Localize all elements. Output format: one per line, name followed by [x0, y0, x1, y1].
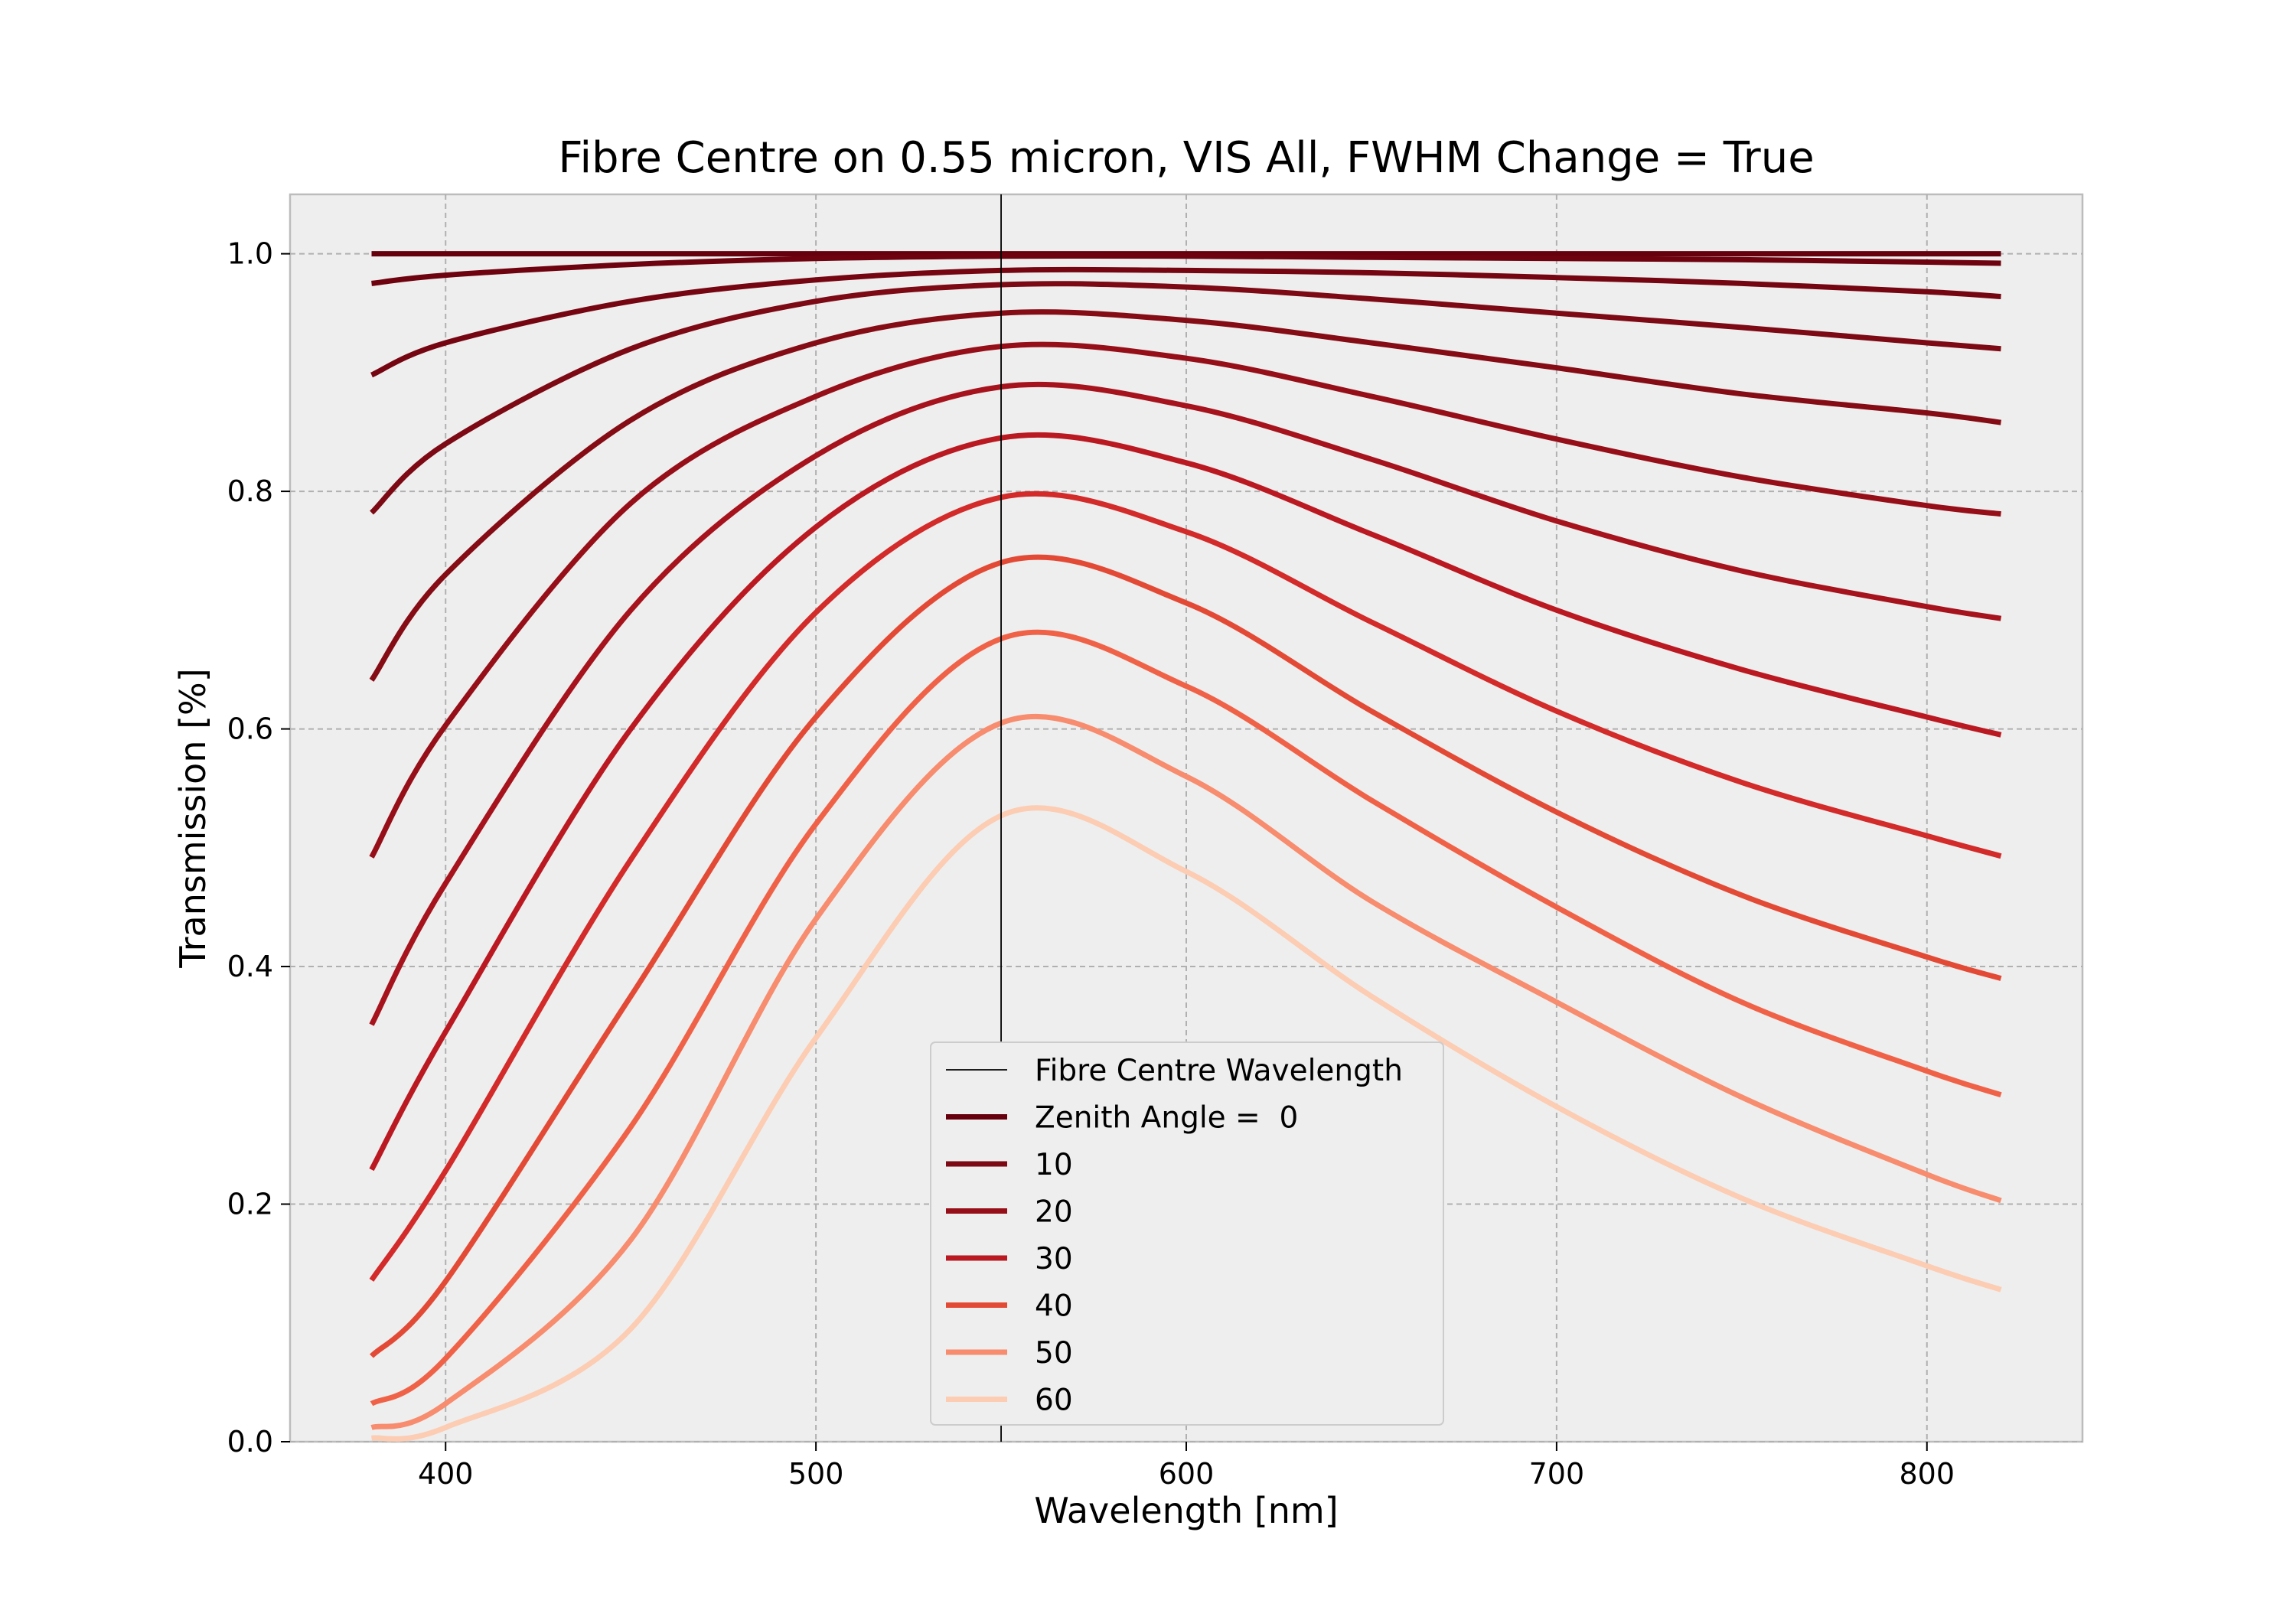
series-line-8 — [369, 491, 2002, 1282]
x-axis-label: Wavelength [nm] — [1034, 1490, 1338, 1531]
legend-label: 60 — [1035, 1384, 1073, 1418]
x-tick-label: 500 — [788, 1457, 844, 1491]
y-tick-label: 0.0 — [227, 1425, 273, 1459]
series-layer — [369, 251, 2002, 1442]
series-line-9 — [370, 554, 2002, 1358]
y-tick-label: 0.4 — [227, 950, 273, 983]
y-tick-label: 0.6 — [227, 712, 273, 746]
legend-label: 50 — [1035, 1336, 1073, 1371]
series-line-1 — [371, 253, 2001, 286]
series-line-12 — [371, 805, 2002, 1442]
series-line-2 — [370, 266, 2001, 378]
x-tick-label: 600 — [1159, 1457, 1215, 1491]
legend-label: Zenith Angle = 0 — [1035, 1101, 1298, 1136]
x-tick-label: 700 — [1529, 1457, 1585, 1491]
series-line-10 — [370, 629, 2002, 1407]
series-line-5 — [369, 341, 2001, 859]
series-line-7 — [369, 432, 2002, 1172]
legend: Fibre Centre Wavelength Zenith Angle = 0 1… — [930, 1041, 1444, 1426]
legend-label: 30 — [1035, 1242, 1073, 1276]
y-tick-label: 0.2 — [227, 1188, 273, 1221]
legend-label: 10 — [1035, 1148, 1073, 1182]
series-line-4 — [369, 309, 2001, 682]
legend-frame — [930, 1041, 1444, 1426]
legend-label: 40 — [1035, 1289, 1073, 1324]
legend-label: 20 — [1035, 1195, 1073, 1230]
series-line-11 — [370, 713, 2002, 1430]
ticks: 400 500 600 700 800 0.0 0.2 0.4 0.6 0.8 1.0 — [227, 237, 1955, 1491]
legend-label: Fibre Centre Wavelength — [1035, 1054, 1403, 1088]
chart-title: Fibre Centre on 0.55 micron, VIS All, FW… — [558, 133, 1814, 183]
series-line-3 — [370, 281, 2001, 515]
y-tick-label: 0.8 — [227, 474, 273, 508]
x-tick-label: 400 — [418, 1457, 474, 1491]
series-line-6 — [369, 381, 2002, 1026]
y-axis-label: Transmission [%] — [172, 668, 214, 968]
x-tick-label: 800 — [1900, 1457, 1955, 1491]
y-tick-label: 1.0 — [227, 237, 273, 271]
